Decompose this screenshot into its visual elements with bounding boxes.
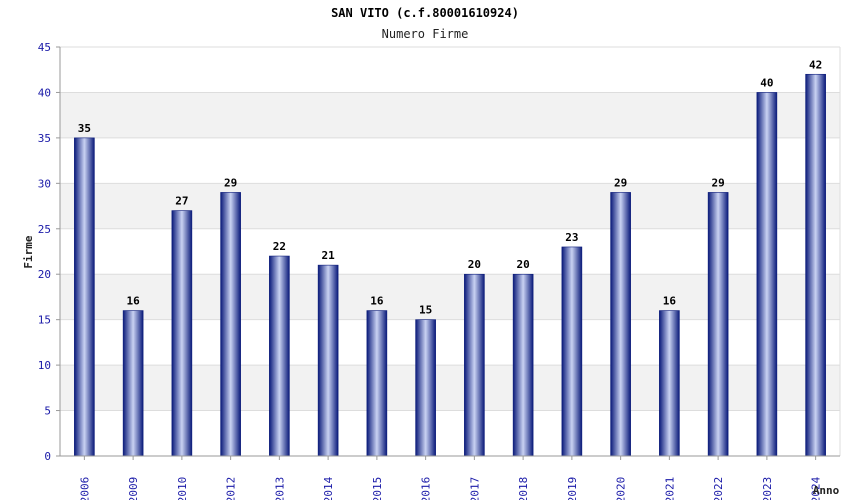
- data-label: 16: [663, 295, 677, 308]
- y-tick-label: 25: [38, 223, 51, 236]
- x-tick-label: 2019: [566, 477, 579, 500]
- x-tick-label: 2022: [712, 477, 725, 500]
- bar: [74, 137, 95, 457]
- bar: [464, 273, 485, 457]
- bar: [171, 210, 193, 457]
- y-tick-label: 5: [44, 405, 51, 418]
- data-label: 20: [517, 258, 530, 271]
- y-tick-label: 0: [44, 450, 51, 463]
- data-label: 20: [468, 258, 481, 271]
- x-tick-label: 2016: [420, 477, 433, 500]
- data-label: 42: [809, 58, 822, 71]
- bar: [220, 192, 241, 457]
- x-axis-label: Anno: [813, 484, 840, 497]
- bar: [659, 310, 680, 457]
- x-tick-label: 2009: [127, 477, 140, 500]
- data-label: 27: [175, 195, 188, 208]
- y-tick-label: 45: [38, 41, 51, 54]
- data-label: 23: [565, 231, 578, 244]
- x-tick-label: 2023: [761, 477, 774, 500]
- data-label: 16: [127, 295, 141, 308]
- bar: [317, 264, 339, 457]
- data-label: 16: [370, 295, 384, 308]
- y-tick-label: 20: [38, 268, 51, 281]
- grid-band: [60, 92, 840, 138]
- y-tick-label: 40: [38, 86, 51, 99]
- x-tick-label: 2017: [468, 477, 481, 500]
- x-tick-label: 2014: [322, 476, 335, 500]
- bar: [415, 319, 436, 457]
- data-label: 21: [322, 249, 336, 262]
- x-tick-label: 2015: [371, 477, 384, 500]
- x-tick-label: 2020: [615, 477, 628, 500]
- data-label: 35: [78, 122, 91, 135]
- bar: [756, 92, 778, 457]
- x-tick-label: 2024: [810, 476, 823, 500]
- bar: [561, 246, 583, 457]
- x-tick-labels: 2006 2009 2010 2012 2013 2014 2015 2016 2017 2018…: [78, 456, 823, 500]
- x-tick-label: 2013: [273, 477, 286, 500]
- bar: [269, 255, 290, 457]
- chart-title: SAN VITO (c.f.80001610924): [331, 6, 519, 20]
- data-label: 40: [760, 76, 773, 89]
- y-tick-labels: 0 5 10 15 20 25 30 35 40 45: [38, 41, 51, 463]
- data-label: 29: [614, 176, 627, 189]
- x-tick-label: 2006: [78, 477, 91, 500]
- bar: [610, 192, 631, 457]
- data-label: 29: [712, 176, 725, 189]
- x-tick-label: 2010: [176, 477, 189, 500]
- chart-subtitle: Numero Firme: [382, 27, 469, 41]
- x-tick-label: 2012: [225, 477, 238, 500]
- y-tick-label: 10: [38, 359, 51, 372]
- bar: [366, 310, 388, 457]
- bar: [512, 273, 534, 457]
- y-axis-label: Firme: [22, 235, 35, 268]
- data-label: 15: [419, 304, 432, 317]
- y-tick-label: 30: [38, 177, 51, 190]
- y-tick-label: 35: [38, 132, 51, 145]
- bar: [122, 310, 144, 457]
- data-labels: 35 16 27 29 22 21 16 15 20 20 23 29 16 29 40 42: [78, 58, 823, 316]
- x-tick-label: 2018: [517, 477, 530, 500]
- bars: [74, 73, 826, 457]
- x-tick-label: 2021: [663, 477, 676, 500]
- data-label: 29: [224, 176, 237, 189]
- data-label: 22: [273, 240, 286, 253]
- y-tick-label: 15: [38, 314, 51, 327]
- bar: [805, 73, 826, 457]
- bar: [707, 192, 729, 457]
